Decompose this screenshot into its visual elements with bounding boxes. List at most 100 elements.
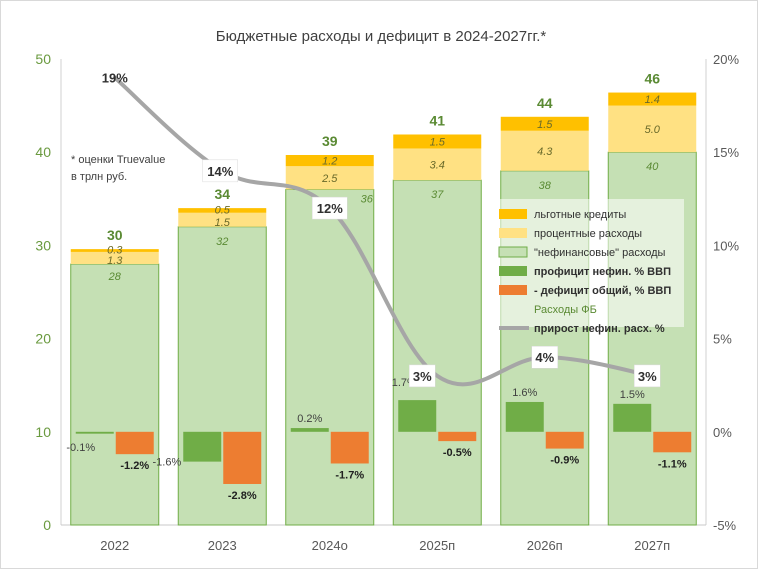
bar-credit xyxy=(70,249,159,252)
y-left-tick-label: 10 xyxy=(35,424,51,440)
bar-nonfin-surplus xyxy=(398,400,437,432)
x-tick-label: 2023 xyxy=(208,538,237,553)
bar-total-deficit xyxy=(653,431,692,453)
legend-label: профицит нефин. % ВВП xyxy=(534,266,671,278)
bar-total-label: 34 xyxy=(214,186,230,202)
bar-credit xyxy=(285,154,374,167)
segment-label-interest: 2.5 xyxy=(321,173,338,185)
legend-label: Расходы ФБ xyxy=(534,304,597,316)
legend-label: - дефицит общий, % ВВП xyxy=(534,285,671,297)
deficit-label: -0.5% xyxy=(443,447,472,459)
segment-label-credit: 0.5 xyxy=(215,204,231,216)
segment-label-nonfin: 37 xyxy=(431,189,444,201)
y-left-tick-label: 20 xyxy=(35,331,51,347)
bar-total-label: 30 xyxy=(107,227,123,243)
segment-label-nonfin: 40 xyxy=(646,161,659,173)
y-right-tick-label: -5% xyxy=(713,518,737,533)
deficit-label: -1.2% xyxy=(120,460,149,472)
x-tick-label: 2024о xyxy=(312,538,348,553)
segment-label-interest: 5.0 xyxy=(645,124,661,136)
bar-credit xyxy=(178,208,267,213)
growth-label-box xyxy=(531,345,558,369)
deficit-label: -0.9% xyxy=(550,455,579,467)
bar-interest xyxy=(178,212,267,227)
growth-label: 19% xyxy=(102,71,128,86)
segment-label-nonfin: 36 xyxy=(361,193,374,205)
y-right-tick-label: 0% xyxy=(713,425,732,440)
bar-credit xyxy=(500,116,589,131)
bar-nonfin-surplus xyxy=(75,431,114,434)
legend-background xyxy=(494,199,684,327)
bar-total-deficit xyxy=(115,431,154,455)
growth-label-box xyxy=(312,196,348,220)
bar-nonfin-surplus xyxy=(505,401,544,432)
legend-swatch xyxy=(499,209,527,219)
growth-label: 4% xyxy=(535,350,554,365)
x-tick-label: 2022 xyxy=(100,538,129,553)
segment-label-interest: 3.4 xyxy=(430,159,445,171)
bar-interest xyxy=(500,130,589,171)
y-left-tick-label: 30 xyxy=(35,237,51,253)
legend-label: процентные расходы xyxy=(534,228,642,240)
y-right-tick-label: 10% xyxy=(713,238,739,253)
growth-label: 3% xyxy=(413,369,432,384)
segment-label-credit: 0.3 xyxy=(107,245,123,257)
bar-nonfin-surplus xyxy=(183,431,222,462)
y-right-tick-label: 15% xyxy=(713,145,739,160)
growth-label: 12% xyxy=(317,201,343,216)
segment-label-credit: 1.5 xyxy=(537,119,553,131)
bar-total-deficit xyxy=(330,431,369,464)
growth-label-box xyxy=(634,364,661,388)
chart-title: Бюджетные расходы и дефицит в 2024-2027г… xyxy=(216,28,547,45)
legend-swatch xyxy=(498,246,528,258)
bar-credit xyxy=(608,92,697,106)
surplus-label: -0.1% xyxy=(66,442,95,454)
note-text: * оценки Truevalue xyxy=(71,154,165,166)
bar-total-label: 46 xyxy=(644,71,660,87)
y-right-tick-label: 5% xyxy=(713,332,732,347)
legend-label: "нефинансовые" расходы xyxy=(534,247,666,259)
bar-total-deficit xyxy=(223,431,262,484)
growth-label: 3% xyxy=(638,369,657,384)
segment-label-credit: 1.4 xyxy=(645,94,660,106)
bar-interest xyxy=(70,251,159,265)
bar-nonfin-surplus xyxy=(613,403,652,432)
bar-total-deficit xyxy=(545,431,584,449)
bar-credit xyxy=(393,134,482,149)
segment-label-interest: 4.3 xyxy=(537,146,553,158)
surplus-label: 1.5% xyxy=(620,389,645,401)
segment-label-interest: 1.5 xyxy=(215,217,231,229)
bar-nonfin xyxy=(70,263,160,526)
y-right-tick-label: 20% xyxy=(713,52,739,67)
note-unit-text: в трлн руб. xyxy=(71,171,127,183)
bar-interest xyxy=(285,166,374,190)
bar-nonfin xyxy=(392,179,482,526)
y-left-tick-label: 50 xyxy=(35,51,51,67)
legend-swatch xyxy=(499,228,527,238)
segment-label-nonfin: 38 xyxy=(539,180,552,192)
deficit-label: -2.8% xyxy=(228,490,257,502)
segment-label-interest: 1.3 xyxy=(107,255,123,267)
surplus-label: 1.6% xyxy=(512,387,537,399)
bar-total-label: 39 xyxy=(322,133,338,149)
bar-total-deficit xyxy=(438,431,477,442)
surplus-label: -1.6% xyxy=(153,457,182,469)
bar-interest xyxy=(393,148,482,181)
y-left-tick-label: 0 xyxy=(43,517,51,533)
bar-nonfin-surplus xyxy=(290,428,329,432)
bar-interest xyxy=(608,105,697,153)
x-tick-label: 2027п xyxy=(634,538,670,553)
legend-label: льготные кредиты xyxy=(534,209,626,221)
segment-label-nonfin: 28 xyxy=(108,271,122,283)
x-tick-label: 2025п xyxy=(419,538,455,553)
surplus-label: 0.2% xyxy=(297,413,322,425)
bar-total-label: 41 xyxy=(429,112,445,128)
growth-label: 14% xyxy=(207,164,233,179)
growth-label-box xyxy=(409,364,436,388)
legend-swatch xyxy=(499,285,527,295)
y-left-tick-label: 40 xyxy=(35,144,51,160)
x-tick-label: 2026п xyxy=(527,538,563,553)
legend-label: прирост нефин. расх. % xyxy=(534,323,665,335)
